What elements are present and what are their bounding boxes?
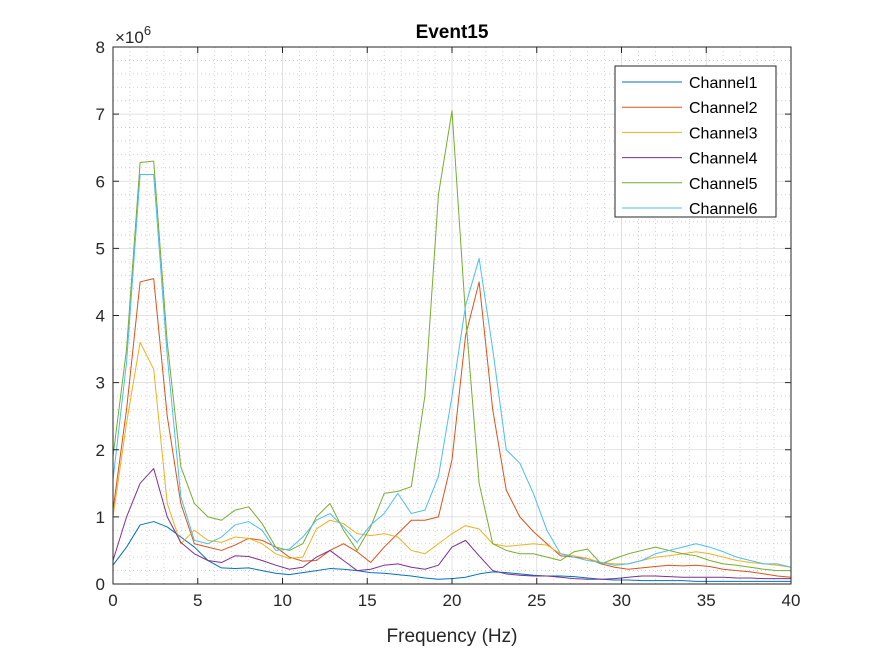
chart-title: Event15 [416, 22, 489, 43]
y-exponent-label: ×106 [115, 23, 151, 47]
x-tick-label: 30 [612, 591, 631, 610]
legend-label: Channel1 [689, 75, 758, 92]
series-line-channel2 [112, 278, 792, 578]
x-tick-label: 10 [273, 591, 292, 610]
x-tick-label: 35 [697, 591, 716, 610]
y-tick-label: 2 [96, 441, 105, 460]
x-tick-label: 5 [193, 591, 202, 610]
legend-label: Channel4 [689, 151, 758, 168]
y-tick-label: 6 [96, 172, 105, 191]
legend-label: Channel6 [689, 201, 758, 218]
x-tick-label: 0 [108, 591, 117, 610]
series-line-channel4 [112, 468, 791, 580]
y-tick-label: 7 [96, 105, 105, 124]
x-tick-label: 25 [527, 591, 546, 610]
y-tick-label: 8 [96, 38, 105, 57]
x-axis-label: Frequency (Hz) [387, 626, 518, 647]
x-tick-label: 40 [782, 591, 801, 610]
legend: Channel1 Channel2 Channel3 Channel4 Channel5… [614, 65, 777, 218]
y-tick-label: 1 [96, 508, 105, 527]
x-tick-label: 15 [358, 591, 377, 610]
y-tick-label: 0 [96, 575, 105, 594]
legend-label: Channel2 [689, 100, 758, 117]
legend-label: Channel3 [689, 125, 758, 142]
y-tick-labels: 0 1 2 3 4 5 6 7 8 [96, 38, 105, 594]
series-line-channel6 [112, 174, 792, 568]
series-line-channel3 [112, 341, 792, 568]
legend-label: Channel5 [689, 176, 758, 193]
y-tick-label: 4 [96, 307, 105, 326]
ticks-layer [112, 46, 792, 585]
y-tick-label: 5 [96, 239, 105, 258]
x-tick-labels: 0 5 10 15 20 25 30 35 40 [108, 591, 800, 610]
legend-box [614, 65, 777, 218]
y-tick-label: 3 [96, 374, 105, 393]
series-line-channel5 [112, 110, 791, 572]
x-tick-label: 20 [443, 591, 462, 610]
